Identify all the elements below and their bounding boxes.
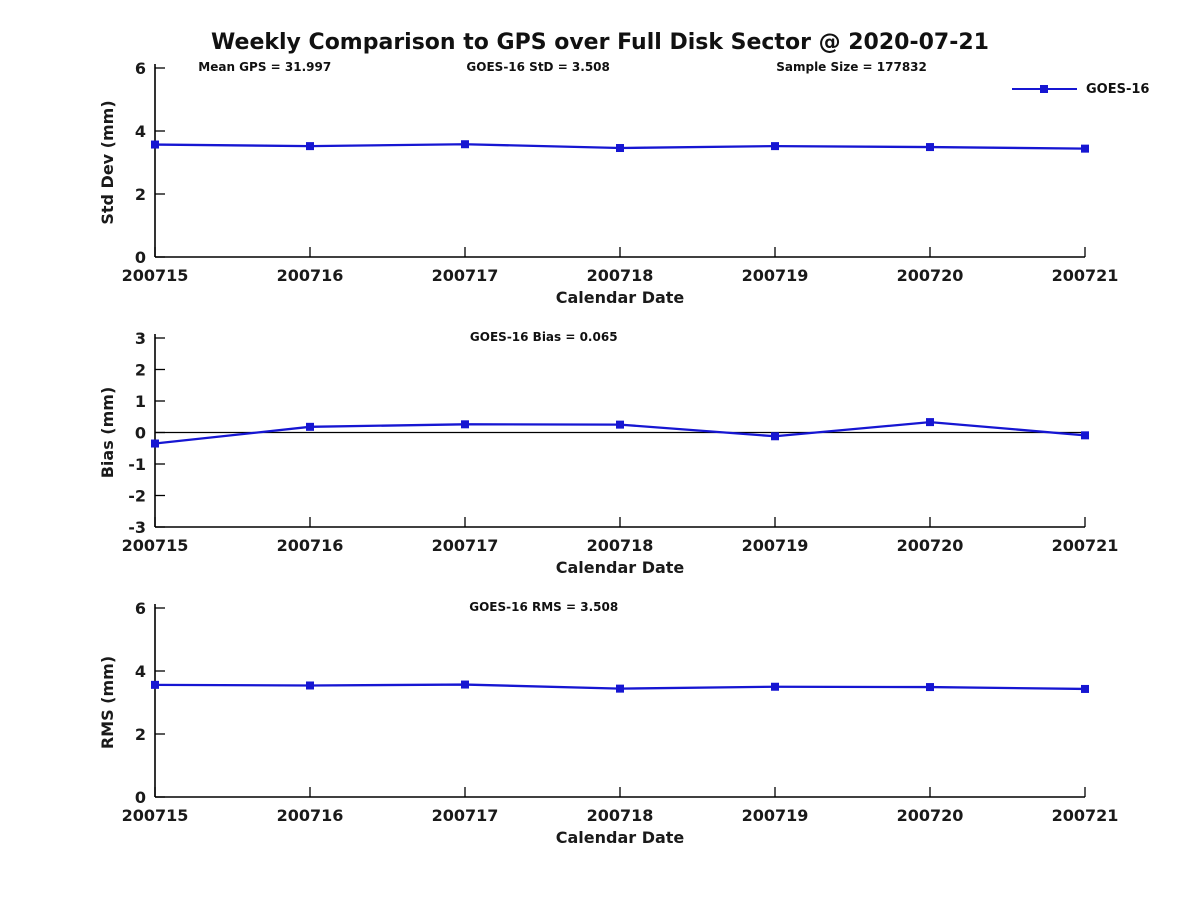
data-point-marker xyxy=(926,143,934,152)
x-tick-label: 200717 xyxy=(432,266,499,285)
bias-chart: -3 -2 -1 0 1 2 3 200715 200716 200717 200718 200719… xyxy=(0,325,1200,580)
annotation-text: GOES-16 RMS = 3.508 xyxy=(469,600,618,614)
y-tick-label: 1 xyxy=(135,392,146,411)
page-title: Weekly Comparison to GPS over Full Disk … xyxy=(211,30,989,55)
y-tick-label: 0 xyxy=(135,424,146,443)
x-tick-label: 200718 xyxy=(587,806,654,825)
x-tick-label: 200719 xyxy=(742,806,809,825)
x-tick-label: 200715 xyxy=(122,806,189,825)
x-tick-label: 200721 xyxy=(1052,266,1119,285)
x-tick-label: 200720 xyxy=(897,536,964,555)
legend-line-sample xyxy=(1012,85,1077,93)
stddev-chart: 0 2 4 6 200715 200716 200717 200718 200719 200720… xyxy=(0,55,1200,310)
y-tick-label: 4 xyxy=(135,662,146,681)
legend: GOES-16 xyxy=(1012,81,1149,97)
y-tick-label: 6 xyxy=(135,599,146,618)
y-axis-label: Std Dev (mm) xyxy=(98,100,117,224)
x-tick-label: 200718 xyxy=(587,266,654,285)
data-point-marker xyxy=(306,422,314,431)
stddev-plot: 0 2 4 6 200715 200716 200717 200718 200719 200720… xyxy=(98,59,1119,307)
data-point-marker xyxy=(926,418,934,427)
legend-label: GOES-16 xyxy=(1086,81,1150,97)
x-tick-label: 200715 xyxy=(122,536,189,555)
x-tick-label: 200716 xyxy=(277,266,344,285)
rms-plot: 0 2 4 6 200715 200716 200717 200718 200719 200720… xyxy=(98,599,1119,847)
y-tick-label: 6 xyxy=(135,59,146,78)
data-point-marker xyxy=(1081,684,1089,693)
x-tick-label: 200719 xyxy=(742,536,809,555)
x-axis-label: Calendar Date xyxy=(556,288,685,307)
data-point-marker xyxy=(926,683,934,692)
y-tick-label: 2 xyxy=(135,725,146,744)
data-point-marker xyxy=(461,420,469,429)
annotation-text: Mean GPS = 31.997 xyxy=(198,60,331,74)
data-point-marker xyxy=(616,420,624,429)
data-point-marker xyxy=(151,140,159,149)
rms-chart: 0 2 4 6 200715 200716 200717 200718 200719 200720… xyxy=(0,595,1200,850)
data-point-marker xyxy=(461,140,469,149)
data-point-marker xyxy=(771,682,779,691)
y-tick-label: -2 xyxy=(128,487,146,506)
data-point-marker xyxy=(306,142,314,151)
y-tick-label: 3 xyxy=(135,329,146,348)
annotation-text: GOES-16 Bias = 0.065 xyxy=(470,330,618,344)
x-tick-label: 200720 xyxy=(897,806,964,825)
y-axis-label: RMS (mm) xyxy=(98,656,117,749)
x-tick-label: 200720 xyxy=(897,266,964,285)
data-point-marker xyxy=(151,680,159,689)
legend-square-marker-icon xyxy=(1040,85,1048,93)
y-tick-label: 0 xyxy=(135,788,146,807)
x-tick-label: 200716 xyxy=(277,806,344,825)
bias-plot: -3 -2 -1 0 1 2 3 200715 200716 200717 200718 200719… xyxy=(98,329,1119,577)
y-tick-label: -3 xyxy=(128,518,146,537)
data-point-marker xyxy=(1081,144,1089,153)
data-point-marker xyxy=(771,432,779,441)
y-tick-label: 2 xyxy=(135,361,146,380)
x-tick-label: 200721 xyxy=(1052,806,1119,825)
x-tick-label: 200718 xyxy=(587,536,654,555)
x-tick-label: 200715 xyxy=(122,266,189,285)
data-point-marker xyxy=(306,681,314,690)
data-point-marker xyxy=(771,142,779,151)
y-tick-label: 4 xyxy=(135,122,146,141)
y-axis-label: Bias (mm) xyxy=(98,387,117,479)
x-tick-label: 200719 xyxy=(742,266,809,285)
y-tick-label: 2 xyxy=(135,185,146,204)
x-tick-label: 200717 xyxy=(432,536,499,555)
x-tick-label: 200721 xyxy=(1052,536,1119,555)
y-tick-label: -1 xyxy=(128,455,146,474)
x-axis-label: Calendar Date xyxy=(556,558,685,577)
x-axis-label: Calendar Date xyxy=(556,828,685,847)
data-point-marker xyxy=(461,680,469,689)
y-tick-label: 0 xyxy=(135,248,146,267)
data-point-marker xyxy=(151,439,159,448)
data-point-marker xyxy=(616,684,624,693)
data-point-marker xyxy=(1081,431,1089,440)
annotation-text: Sample Size = 177832 xyxy=(776,60,927,74)
x-tick-label: 200717 xyxy=(432,806,499,825)
x-tick-label: 200716 xyxy=(277,536,344,555)
annotation-text: GOES-16 StD = 3.508 xyxy=(466,60,609,74)
data-point-marker xyxy=(616,144,624,153)
